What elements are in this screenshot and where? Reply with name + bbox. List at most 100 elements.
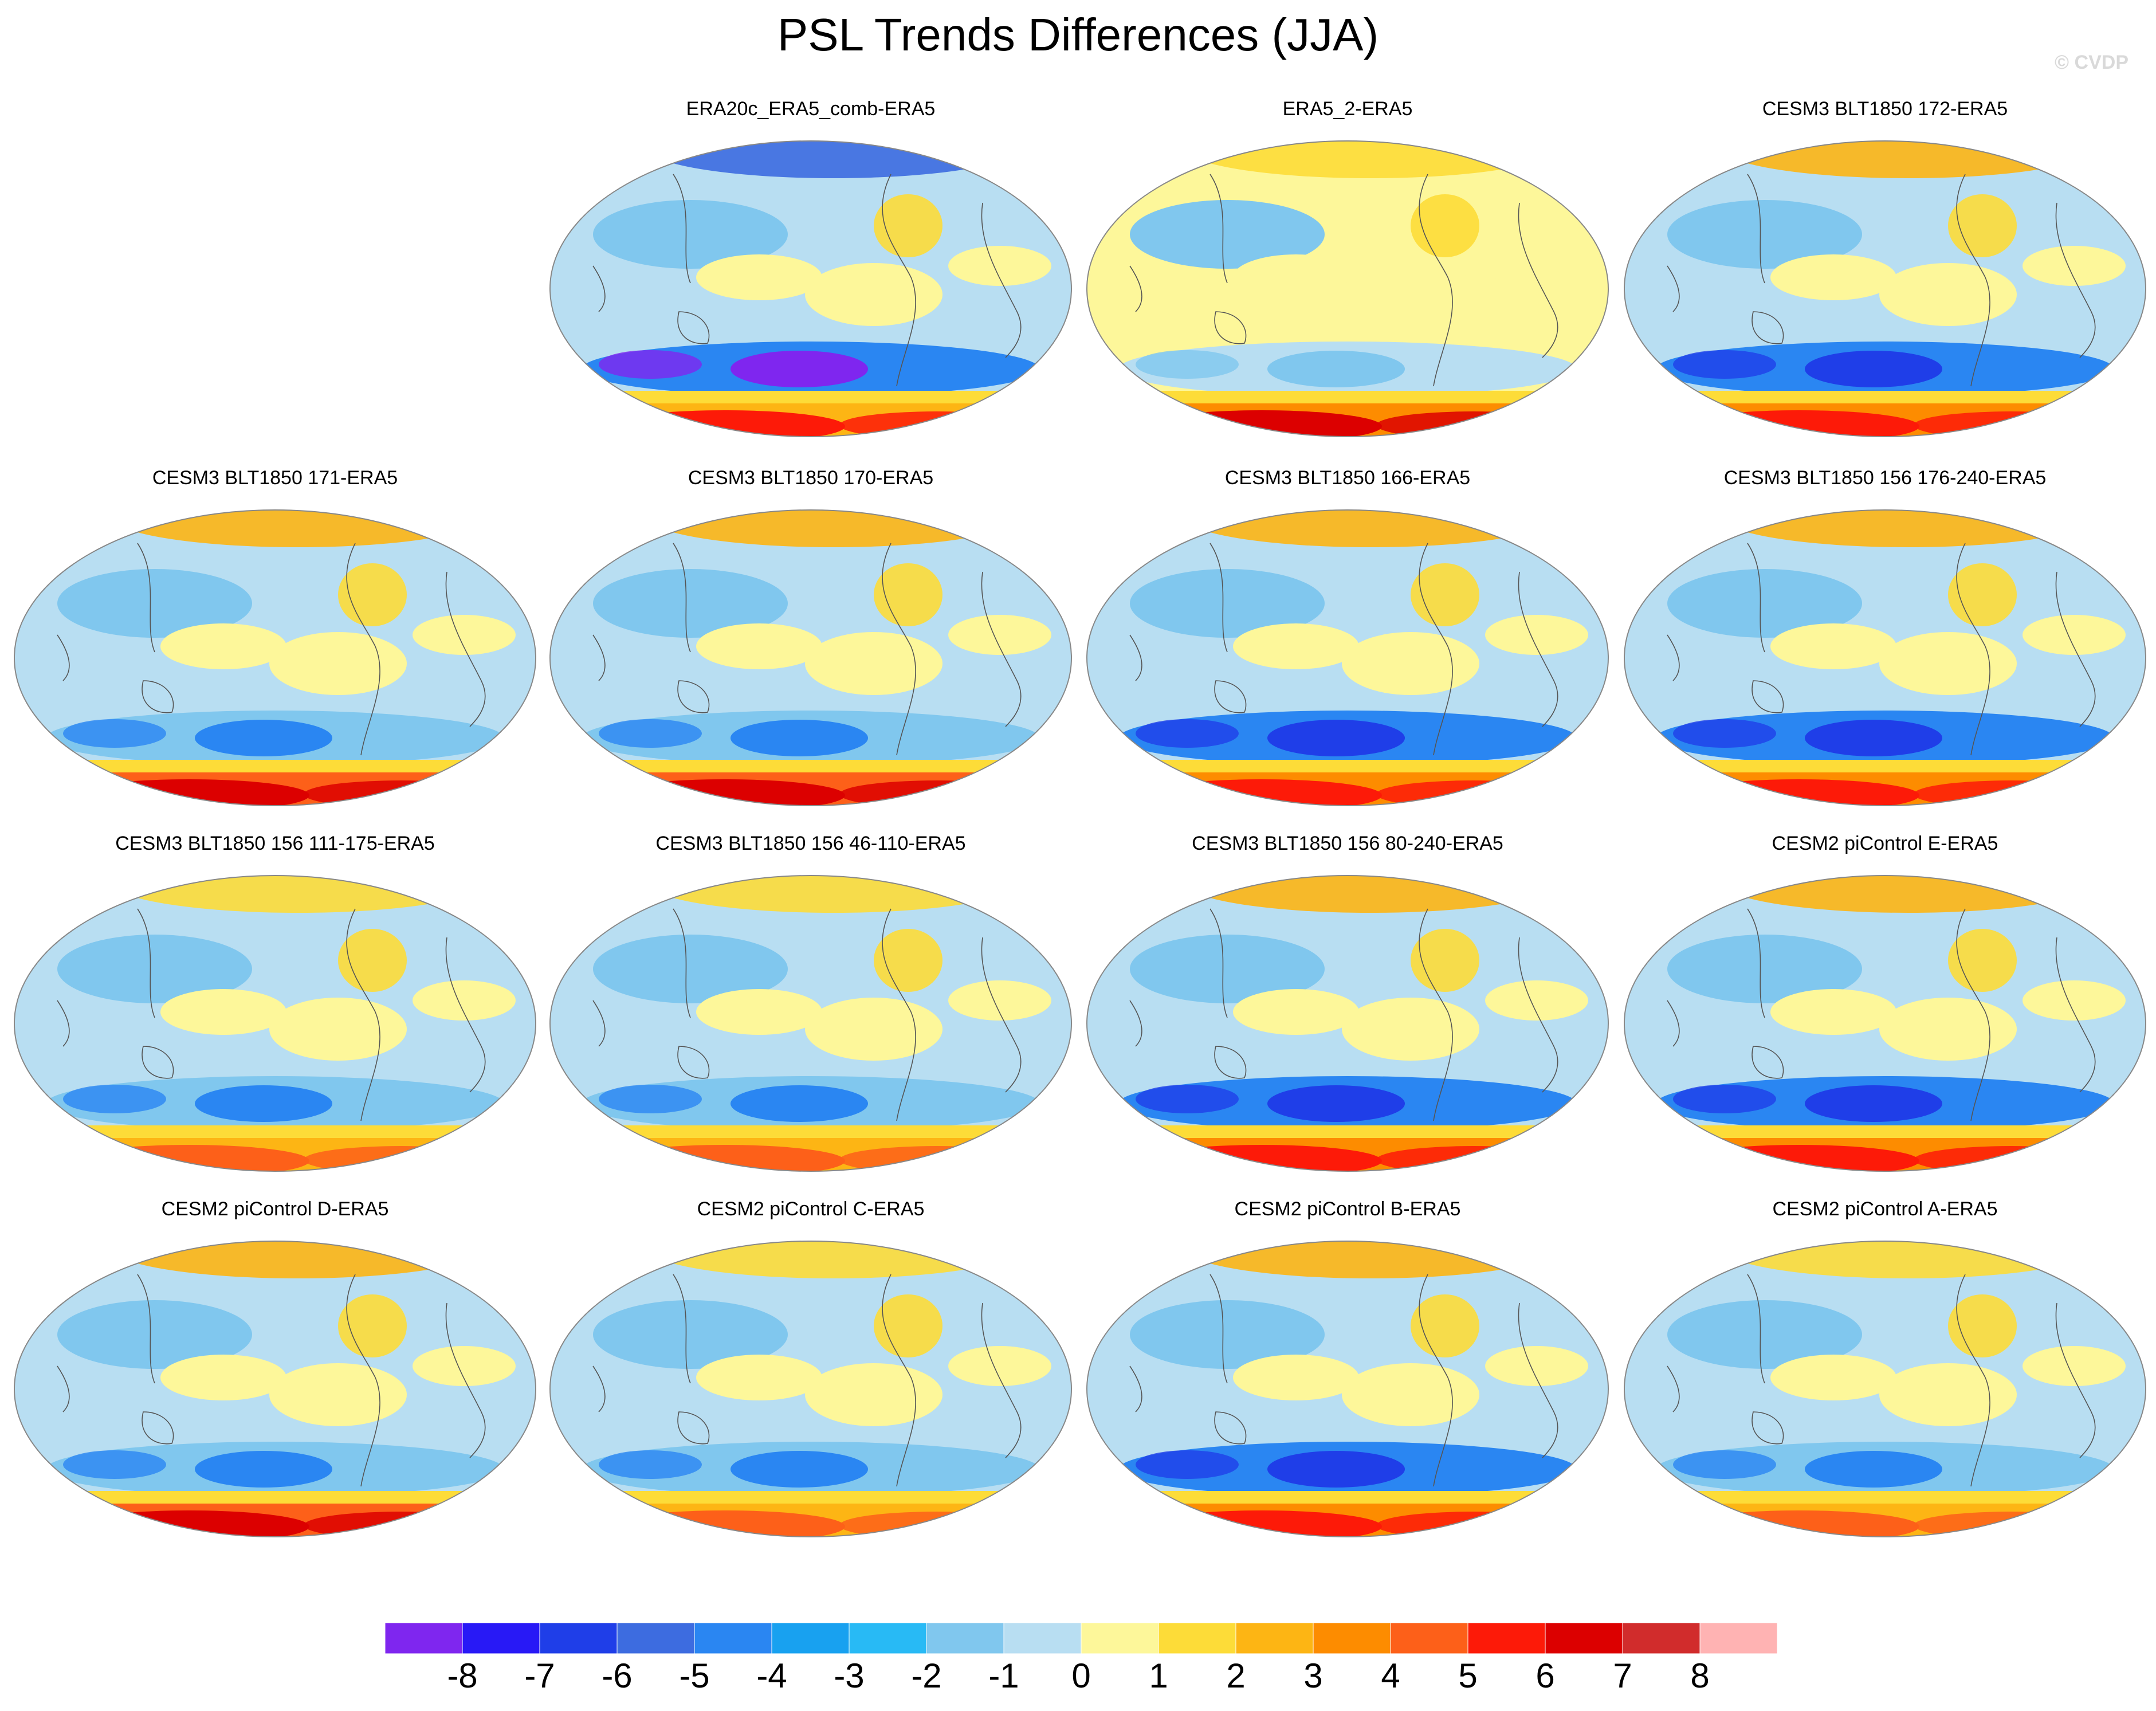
coastline — [1751, 680, 1784, 713]
tropical-anomaly — [269, 1363, 407, 1426]
asia-anomaly — [57, 569, 252, 638]
coastline — [882, 543, 916, 756]
panel-title: CESM2 piControl B-ERA5 — [1234, 1198, 1461, 1220]
coastline — [592, 1000, 606, 1047]
colorbar-swatch — [1158, 1622, 1236, 1654]
africa-anomaly — [1485, 1346, 1588, 1386]
map-panel: CESM2 piControl B-ERA5 — [1084, 1196, 1611, 1563]
pacific-anomaly — [160, 623, 286, 669]
southern-trough-core — [195, 1451, 332, 1488]
colorbar-swatch — [1003, 1622, 1082, 1654]
coastline — [1214, 1411, 1247, 1445]
coastline — [1751, 1046, 1784, 1079]
pacific-anomaly — [1770, 989, 1896, 1035]
coastline — [981, 571, 1022, 727]
map-panel: CESM2 piControl E-ERA5 — [1621, 831, 2149, 1198]
colorbar-swatch — [1622, 1622, 1701, 1654]
arctic-anomaly — [1181, 141, 1560, 178]
panel-title: CESM2 piControl A-ERA5 — [1772, 1198, 1998, 1220]
africa-anomaly — [413, 980, 516, 1021]
southern-trough-west — [63, 1085, 166, 1113]
colorbar-label: -7 — [524, 1657, 555, 1695]
coastline — [1518, 571, 1558, 727]
arctic-anomaly — [109, 510, 487, 547]
africa-anomaly — [948, 246, 1051, 286]
colorbar-label: 2 — [1226, 1657, 1246, 1695]
tropical-anomaly — [269, 632, 407, 695]
pacific-anomaly — [696, 989, 822, 1035]
coastline — [1129, 634, 1142, 681]
coastline — [1209, 543, 1228, 653]
colorbar-label: -4 — [756, 1657, 787, 1695]
asia-anomaly — [57, 935, 252, 1003]
map-outline — [1624, 875, 2146, 1172]
coastline — [1956, 543, 1990, 756]
colorbar-swatch — [1699, 1622, 1778, 1654]
colorbar-label: -3 — [834, 1657, 865, 1695]
colorbar-label: 1 — [1149, 1657, 1168, 1695]
psl-trend-map — [549, 875, 1072, 1172]
map-outline — [549, 1241, 1072, 1537]
map-panel: ERA5_2-ERA5 — [1084, 96, 1611, 463]
pacific-anomaly — [1770, 254, 1896, 300]
africa-anomaly — [2023, 246, 2126, 286]
tropical-anomaly — [1879, 632, 2017, 695]
coastline — [677, 680, 710, 713]
map-panel: CESM3 BLT1850 156 80-240-ERA5 — [1084, 831, 1611, 1198]
pacific-anomaly — [160, 1355, 286, 1400]
coastline — [1419, 1274, 1453, 1487]
coastline — [1419, 908, 1453, 1121]
coastline — [592, 265, 606, 312]
map-outline — [1086, 875, 1609, 1172]
colorbar-swatch — [849, 1622, 927, 1654]
coastline — [346, 908, 380, 1121]
coastline — [1129, 1365, 1142, 1412]
coastline — [142, 1046, 174, 1079]
tropical-anomaly — [805, 998, 942, 1061]
coastline — [1518, 1302, 1558, 1458]
colorbar-label: 4 — [1381, 1657, 1400, 1695]
map-panel: CESM3 BLT1850 156 46-110-ERA5 — [547, 831, 1074, 1198]
pacific-anomaly — [1233, 254, 1359, 300]
asia-anomaly — [1667, 569, 1862, 638]
coastline — [981, 202, 1022, 358]
map-outline — [549, 509, 1072, 806]
panel-title: CESM3 BLT1850 172-ERA5 — [1762, 98, 2008, 120]
coastline — [1419, 543, 1453, 756]
arctic-anomaly — [109, 1241, 487, 1278]
pacific-anomaly — [1770, 1355, 1896, 1400]
southern-trough-core — [1267, 1451, 1405, 1488]
coastline — [677, 1046, 710, 1079]
map-outline — [549, 875, 1072, 1172]
colorbar-swatch — [539, 1622, 618, 1654]
colorbar-swatch — [462, 1622, 540, 1654]
map-outline — [1086, 140, 1609, 437]
africa-anomaly — [1485, 980, 1588, 1021]
coastline — [142, 680, 174, 713]
southern-trough-core — [731, 1451, 868, 1488]
panel-title: CESM3 BLT1850 156 111-175-ERA5 — [115, 833, 435, 854]
coastline — [1751, 1411, 1784, 1445]
coastline — [1667, 265, 1680, 312]
coastline — [346, 1274, 380, 1487]
pacific-anomaly — [696, 1355, 822, 1400]
psl-trend-map — [1086, 875, 1609, 1172]
coastline — [1209, 908, 1228, 1018]
coastline — [137, 1274, 155, 1384]
asia-anomaly — [1667, 1300, 1862, 1369]
arctic-anomaly — [1181, 876, 1560, 913]
tropical-anomaly — [1342, 263, 1479, 326]
colorbar-label: 3 — [1303, 1657, 1323, 1695]
coastline — [981, 1302, 1022, 1458]
coastline — [1747, 908, 1765, 1018]
coastline — [1518, 937, 1558, 1093]
panel-title: CESM2 piControl C-ERA5 — [697, 1198, 925, 1220]
map-panel: CESM2 piControl A-ERA5 — [1621, 1196, 2149, 1563]
map-outline — [14, 875, 536, 1172]
map-panel: CESM2 piControl D-ERA5 — [11, 1196, 539, 1563]
colorbar-swatch — [1390, 1622, 1468, 1654]
map-panel: CESM3 BLT1850 170-ERA5 — [547, 465, 1074, 832]
southern-trough-core — [1805, 720, 1942, 756]
asia-anomaly — [1667, 935, 1862, 1003]
colorbar-label: 0 — [1071, 1657, 1091, 1695]
